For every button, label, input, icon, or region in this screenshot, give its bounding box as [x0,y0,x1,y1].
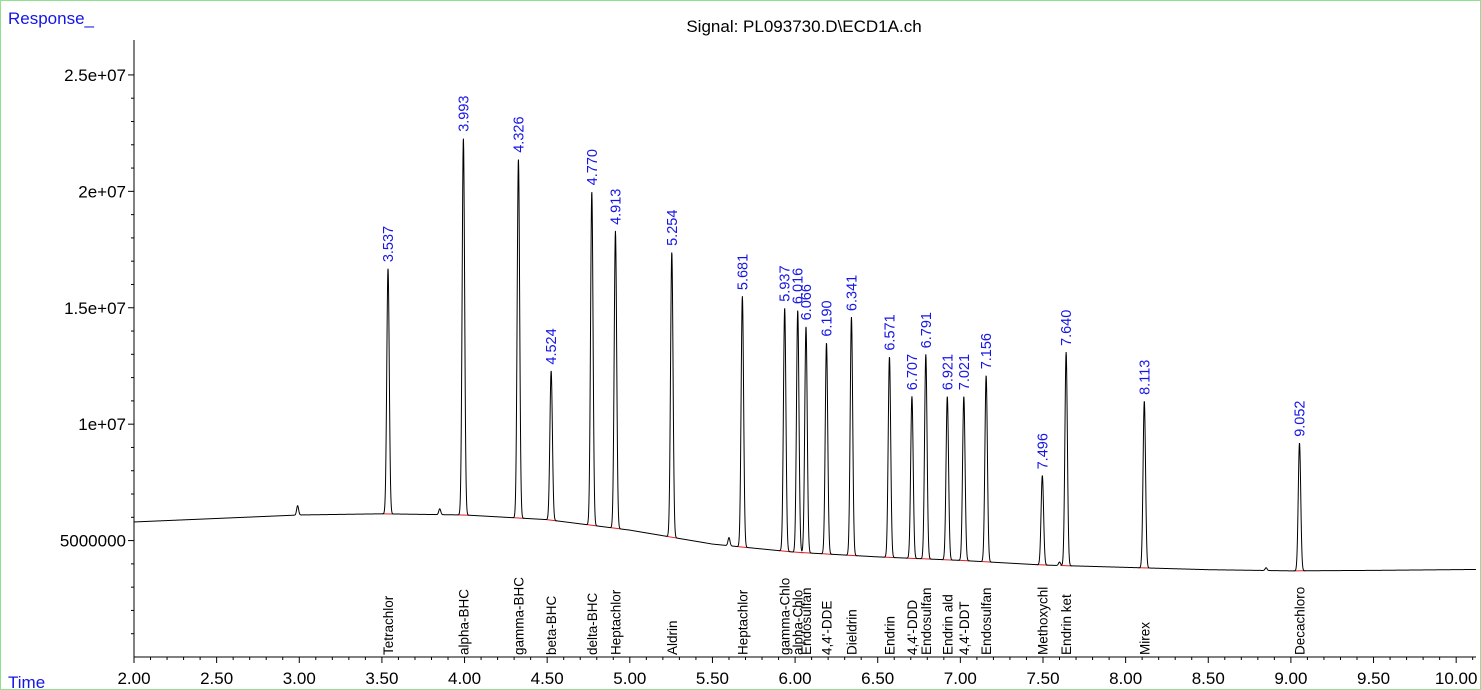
peak-rt-label: 5.937 [778,265,794,301]
y-tick-label: 2.5e+07 [64,66,126,85]
x-axis-ticks: 2.00 2.50 3.00 3.50 4.00 4.50 5.00 5.50 6.00 6.50… [117,657,1477,688]
peak-rt-label: 7.156 [979,333,995,369]
peak-baseline [820,553,833,555]
x-tick-label: 5.50 [696,669,729,688]
peak-rt-label: 7.021 [957,354,973,390]
peak-baseline [958,559,970,562]
peak-rt-label: 3.537 [381,226,397,262]
peak-rt-label: 6.016 [791,268,807,304]
x-tick-label: 8.00 [1109,669,1142,688]
peak-rt-label: 6.707 [905,354,921,390]
chart-title: Signal: PL093730.D\ECD1A.ch [686,17,921,36]
peak-compound-label: Heptachlor [608,589,623,655]
peak-rt-label: 4.326 [511,116,527,152]
peak-compound-label: Endrin [882,616,897,655]
x-tick-label: 7.00 [944,669,977,688]
y-axis-label: Response_ [8,9,95,28]
peak-compound-label: beta-BHC [544,595,559,655]
peak-compound-label: Endosulfan [979,587,994,655]
peak-rt-label: 8.113 [1137,360,1153,395]
x-tick-label: 10.00 [1435,669,1478,688]
peak-rt-label: 7.496 [1035,433,1051,469]
peak-rt-label: 6.341 [844,275,860,311]
peak-baseline [609,527,622,530]
y-axis-ticks: 5000000 1e+07 1.5e+07 2e+07 2.5e+07 [60,66,134,635]
peak-compound-label: gamma-BHC [511,577,526,655]
peak-rt-label: 6.921 [940,354,956,390]
peak-compound-label: gamma-Chlo [778,578,793,655]
y-tick-label: 1e+07 [78,415,126,434]
integration-baseline [382,513,1306,572]
x-tick-label: 6.00 [779,669,812,688]
peak-rt-label: 5.681 [735,254,751,290]
peak-baseline [845,554,858,557]
peak-compound-label: alpha-BHC [456,589,471,655]
x-axis-label: Time [8,673,45,690]
signal-trace [133,138,1476,572]
peak-compound-label: delta-BHC [585,592,600,655]
y-tick-label: 1.5e+07 [64,299,126,318]
x-tick-label: 4.00 [448,669,481,688]
peak-compound-label: Decachloro [1292,587,1307,655]
peak-rt-label: 3.993 [456,95,472,131]
peak-rt-label: 5.254 [665,210,681,246]
x-tick-label: 9.50 [1357,669,1390,688]
peak-rt-label: 6.791 [919,312,935,348]
peak-baseline [585,524,598,527]
x-tick-label: 6.50 [861,669,894,688]
x-tick-label: 3.00 [283,669,316,688]
peak-compound-label: Endosulfan [799,587,814,655]
peak-compound-label: Methoxychl [1035,587,1050,655]
y-tick-label: 5000000 [60,532,126,551]
peak-baseline [665,535,678,539]
peak-rt-label: 6.066 [799,284,815,320]
peak-compound-label: Endosulfan [919,587,934,655]
peak-baseline [545,519,557,522]
peak-compound-label: 4,4'-DDE [819,601,834,655]
peak-rt-label: 4.524 [544,328,560,364]
peak-compound-label: Dieldrin [844,609,859,655]
x-tick-label: 8.50 [1192,669,1225,688]
x-tick-label: 2.00 [117,669,150,688]
x-tick-label: 3.50 [365,669,398,688]
peak-compound-label: Mirex [1137,622,1152,655]
peak-rt-label: 6.190 [819,300,835,336]
peak-baseline [980,561,992,563]
peak-compound-label: 4,4'-DDD [905,600,920,655]
peak-baseline [512,517,525,519]
peak-compound-label: Endrin ald [940,594,955,655]
peak-compound-label: Heptachlor [735,589,750,655]
peak-compound-label: alpha-Chlo [791,590,806,655]
y-tick-label: 2e+07 [78,182,126,201]
peak-compound-label: Endrin ket [1059,594,1074,655]
peak-rt-label: 7.640 [1059,310,1075,346]
peak-baseline [800,552,812,554]
peak-rt-label: 9.052 [1292,400,1308,436]
peak-baseline [778,550,791,553]
x-tick-label: 5.00 [613,669,646,688]
peak-compound-label: Aldrin [665,620,680,655]
x-tick-label: 7.50 [1026,669,1059,688]
retention-time-labels: 3.537 3.993 4.326 4.524 4.770 4.913 5.254 5.681… [381,95,1308,469]
x-tick-label: 4.50 [531,669,564,688]
peak-rt-label: 4.770 [585,149,601,185]
compound-labels: Tetrachlor alpha-BHC gamma-BHC beta-BHC delt… [381,577,1307,655]
peak-compound-label: 4,4'-DDT [957,601,972,655]
peak-baseline [736,545,749,549]
peak-rt-label: 4.913 [608,189,624,225]
x-tick-label: 9.00 [1274,669,1307,688]
peak-compound-label: Tetrachlor [381,595,396,655]
peak-rt-label: 6.571 [882,314,898,350]
x-tick-label: 2.50 [200,669,233,688]
